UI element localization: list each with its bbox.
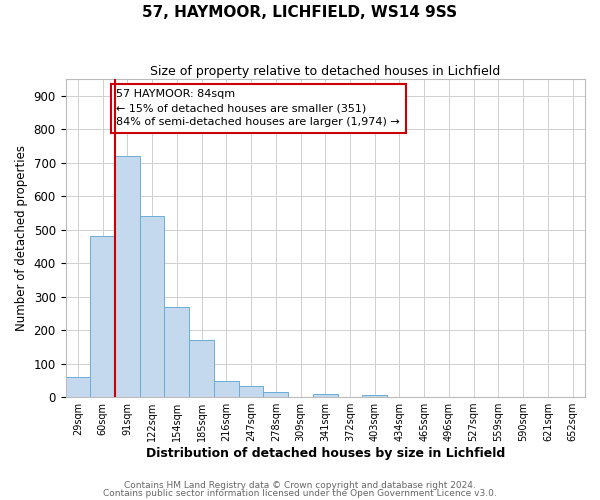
Bar	[164, 306, 189, 397]
X-axis label: Distribution of detached houses by size in Lichfield: Distribution of detached houses by size …	[146, 447, 505, 460]
Bar	[313, 394, 338, 397]
Y-axis label: Number of detached properties: Number of detached properties	[15, 145, 28, 331]
Bar	[362, 395, 387, 397]
Title: Size of property relative to detached houses in Lichfield: Size of property relative to detached ho…	[150, 65, 500, 78]
Bar	[214, 381, 239, 397]
Bar	[115, 156, 140, 397]
Bar	[239, 386, 263, 397]
Bar	[189, 340, 214, 397]
Bar	[65, 377, 90, 397]
Bar	[90, 236, 115, 397]
Text: Contains HM Land Registry data © Crown copyright and database right 2024.: Contains HM Land Registry data © Crown c…	[124, 480, 476, 490]
Bar	[140, 216, 164, 397]
Text: 57, HAYMOOR, LICHFIELD, WS14 9SS: 57, HAYMOOR, LICHFIELD, WS14 9SS	[142, 5, 458, 20]
Bar	[263, 392, 288, 397]
Text: Contains public sector information licensed under the Open Government Licence v3: Contains public sector information licen…	[103, 489, 497, 498]
Text: 57 HAYMOOR: 84sqm
← 15% of detached houses are smaller (351)
84% of semi-detache: 57 HAYMOOR: 84sqm ← 15% of detached hous…	[116, 89, 400, 127]
